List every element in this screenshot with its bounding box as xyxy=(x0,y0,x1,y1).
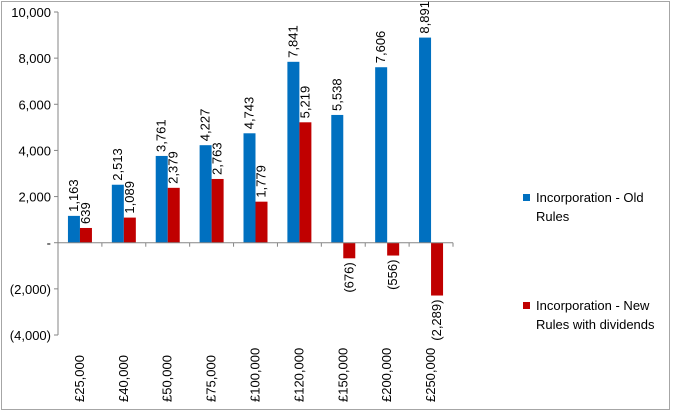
data-label-old-rules: 1,163 xyxy=(66,179,81,212)
y-tick-label: (4,000) xyxy=(10,328,51,343)
y-tick-label: 8,000 xyxy=(18,51,51,66)
x-tick-label: £40,000 xyxy=(116,355,131,402)
data-label-old-rules: 8,891 xyxy=(417,1,432,34)
data-label-new-rules: 1,089 xyxy=(122,181,137,214)
bar-old-rules xyxy=(155,155,168,243)
x-tick-label: £120,000 xyxy=(291,348,306,402)
y-tick-label: 6,000 xyxy=(18,97,51,112)
y-tick-label: - xyxy=(47,236,51,251)
bar-new-rules xyxy=(167,187,180,243)
legend-label-new-rules-line2: Rules with dividends xyxy=(536,317,655,332)
x-tick-label: £50,000 xyxy=(160,355,175,402)
bar-old-rules xyxy=(331,114,344,243)
bar-new-rules xyxy=(211,178,224,243)
data-label-new-rules: 5,219 xyxy=(297,86,312,119)
bar-new-rules xyxy=(387,242,400,256)
y-tick-label: 4,000 xyxy=(18,143,51,158)
data-label-new-rules: 1,779 xyxy=(254,165,269,198)
data-label-new-rules: 639 xyxy=(78,202,93,224)
data-label-old-rules: 4,743 xyxy=(242,97,257,130)
bar-new-rules xyxy=(123,217,136,243)
bar-new-rules xyxy=(255,201,268,243)
x-tick-label: £75,000 xyxy=(204,355,219,402)
y-tick-label: (2,000) xyxy=(10,282,51,297)
bar-new-rules xyxy=(299,122,312,243)
y-tick-label: 10,000 xyxy=(11,5,51,20)
bar-new-rules xyxy=(431,242,444,296)
data-label-old-rules: 3,761 xyxy=(154,119,169,152)
x-axis: £25,000 £40,000 £50,000 £75,000 £100,000 £120… xyxy=(57,242,454,402)
data-label-old-rules: 7,841 xyxy=(285,25,300,58)
data-label-old-rules: 2,513 xyxy=(110,148,125,181)
bars xyxy=(67,37,444,296)
legend-swatch-new-rules xyxy=(523,302,530,309)
data-label-old-rules: 4,227 xyxy=(198,109,213,142)
legend-item-new-rules: Incorporation - New Rules with dividends xyxy=(523,296,673,334)
data-label-new-rules: 2,763 xyxy=(210,142,225,175)
x-tick-label: £100,000 xyxy=(248,348,263,402)
x-tick-label: £200,000 xyxy=(379,348,394,402)
bar-old-rules xyxy=(375,67,388,243)
bar-old-rules xyxy=(419,37,432,243)
bar-new-rules xyxy=(343,242,356,259)
bar-old-rules xyxy=(67,215,80,243)
legend-label-old-rules-line2: Rules xyxy=(536,209,570,224)
data-label-new-rules: 2,379 xyxy=(166,151,181,184)
data-label-new-rules: (2,289) xyxy=(429,300,444,341)
legend-label-new-rules-line1: Incorporation - New xyxy=(536,298,650,313)
bar-old-rules xyxy=(199,145,212,243)
bar-old-rules xyxy=(111,184,124,243)
x-tick-label: £250,000 xyxy=(423,348,438,402)
legend-label-old-rules-line1: Incorporation - Old xyxy=(536,190,644,205)
data-label-new-rules: (676) xyxy=(341,262,356,292)
bar-old-rules xyxy=(243,133,256,243)
data-label-new-rules: (556) xyxy=(385,260,400,290)
data-label-old-rules: 5,538 xyxy=(329,78,344,111)
y-tick-label: 2,000 xyxy=(18,190,51,205)
bar-new-rules xyxy=(79,227,92,243)
x-tick-label: £150,000 xyxy=(335,348,350,402)
bar-old-rules xyxy=(287,61,300,243)
legend-swatch-old-rules xyxy=(523,194,530,201)
legend-item-old-rules: Incorporation - Old Rules xyxy=(523,188,673,226)
y-axis: 10,000 8,000 6,000 4,000 2,000 - (2,000) (4,000… xyxy=(10,5,59,343)
x-tick-label: £25,000 xyxy=(72,355,87,402)
data-label-old-rules: 7,606 xyxy=(373,31,388,64)
data-labels: 1,163 2,513 3,761 4,227 4,743 7,841 5,538 7,606… xyxy=(66,1,444,341)
